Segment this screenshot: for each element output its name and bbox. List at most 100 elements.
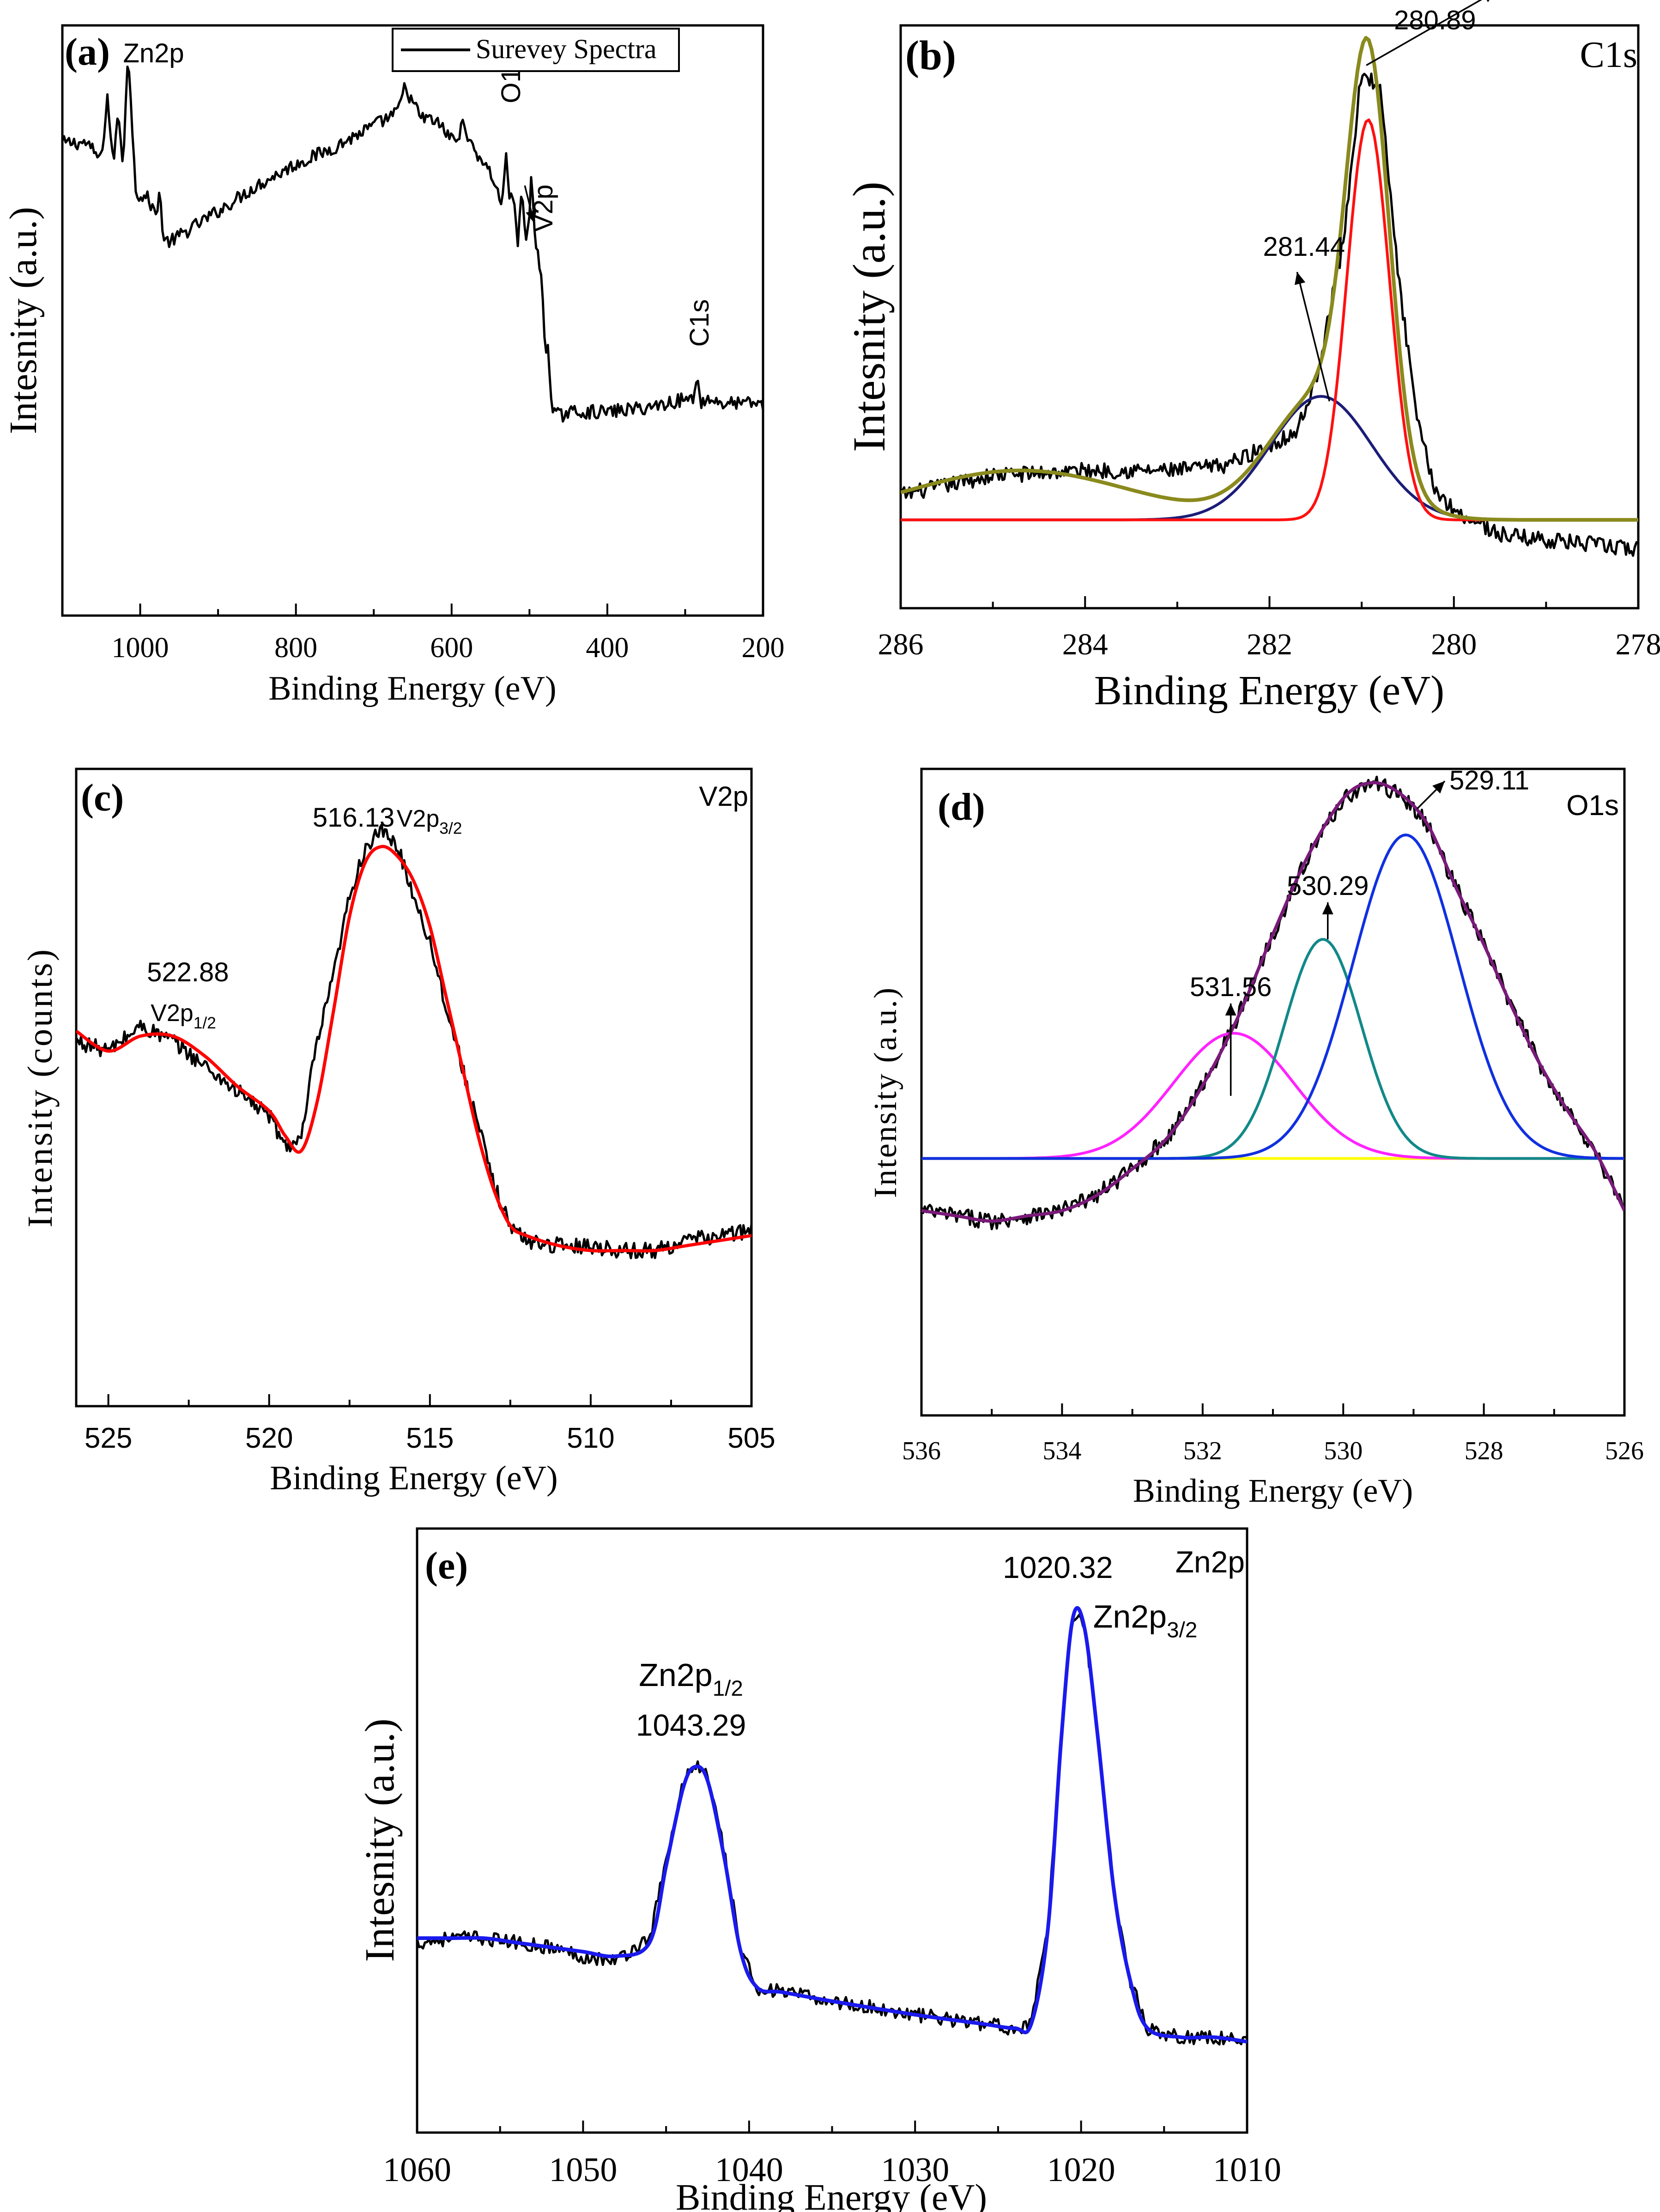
panel-c-label: (c) xyxy=(81,776,124,819)
panel-a-xtick-label: 600 xyxy=(430,632,473,664)
panel-e-xtick-label: 1020 xyxy=(1047,2151,1115,2189)
panel-e-subscript-label: Zn2p1/2 xyxy=(639,1657,743,1701)
panel-e-xtick-label: 1030 xyxy=(881,2151,949,2189)
panel-a-tick-layer: 1000 800 600 400 200 xyxy=(112,604,785,664)
panel-e-xtick-label: 1050 xyxy=(549,2151,617,2189)
panel-c-plot-area xyxy=(76,823,751,1259)
panel-d-xtick-label: 530 xyxy=(1324,1437,1363,1465)
panel-e-xtick-label: 1060 xyxy=(383,2151,451,2189)
panel-c-series-fit xyxy=(76,845,751,1253)
panel-c-v2p-spectrum: 525 520 515 510 505 516.13 522.88 V2p3/2 V2p1/2… xyxy=(21,768,775,1497)
panel-c-region-label: V2p xyxy=(699,781,748,812)
panel-b-xtick-label: 278 xyxy=(1616,628,1660,661)
panel-e-series-fit xyxy=(417,1606,1247,2044)
panel-c-subscript-label: V2p3/2 xyxy=(397,805,462,838)
panel-a-label: (a) xyxy=(65,30,110,73)
panel-b-plot-area xyxy=(901,36,1638,557)
panel-b-xtick-label: 284 xyxy=(1062,628,1108,661)
panel-c-xtick-label: 510 xyxy=(567,1422,614,1454)
panel-d-xtick-label: 528 xyxy=(1465,1437,1503,1465)
panel-e-series-layer xyxy=(417,1606,1247,2046)
panel-a-xlabel: Binding Energy (eV) xyxy=(268,670,556,707)
panel-d-plot-area xyxy=(921,775,1624,1231)
panel-e-subscript-label: Zn2p3/2 xyxy=(1093,1598,1198,1642)
panel-d-xtick-label: 526 xyxy=(1605,1437,1644,1465)
panel-b-annotation-label: 280.89 xyxy=(1394,5,1476,35)
panel-a-annotation-arrowhead xyxy=(526,210,537,223)
panel-b-series-envelope xyxy=(901,36,1638,522)
panel-b-ylabel: Intesnity (a.u.) xyxy=(843,181,895,452)
panel-d-label: (d) xyxy=(938,786,985,828)
panel-d-ylabel: Intensity (a.u.) xyxy=(868,986,903,1198)
panel-c-plot-frame xyxy=(75,768,753,1408)
panel-c-series-layer xyxy=(76,823,751,1259)
panel-e-zn2p-spectrum: 1060 1050 1040 1030 1020 1010 1020.32 1043.29 Z… xyxy=(357,1527,1281,2212)
panel-b-label: (b) xyxy=(905,33,956,79)
panel-e-xlabel: Binding Energy (eV) xyxy=(676,2177,987,2212)
panel-c-xtick-label: 520 xyxy=(245,1422,293,1454)
panel-a-annotation-label: C1s xyxy=(685,299,715,347)
panel-c-annotation-layer: 516.13 522.88 V2p3/2 V2p1/2 xyxy=(147,803,462,1032)
panel-c-xtick-label: 515 xyxy=(406,1422,454,1454)
panel-b-series-layer xyxy=(901,36,1638,557)
panel-c-annotation-label: 516.13 xyxy=(313,803,394,833)
panel-d-series-envelope xyxy=(921,781,1624,1223)
panel-a-annotation-label: V2p xyxy=(528,185,558,232)
panel-a-series-Surevey Spectra xyxy=(62,66,763,423)
panel-a-plot-frame xyxy=(61,24,764,617)
panel-d-annotation-layer: 529.11 530.29 531.56 xyxy=(1190,766,1529,1096)
panel-d-annotation-arrowhead xyxy=(1432,781,1445,794)
panel-b-region-label: C1s xyxy=(1580,35,1638,75)
panel-a-xtick-label: 200 xyxy=(742,632,785,664)
panel-d-annotation-arrowhead xyxy=(1225,1003,1236,1015)
panel-d-xtick-label: 534 xyxy=(1042,1437,1081,1465)
panel-e-annotation-label: 1020.32 xyxy=(1003,1550,1113,1584)
panel-d-series-layer xyxy=(921,775,1624,1231)
panel-b-xtick-label: 282 xyxy=(1247,628,1292,661)
panel-b-xtick-label: 280 xyxy=(1431,628,1477,661)
panel-d-annotation-arrowhead xyxy=(1322,902,1333,914)
panel-a-plot-area xyxy=(62,66,763,423)
panel-e-region-label: Zn2p xyxy=(1175,1545,1245,1579)
panel-d-annotation-label: 531.56 xyxy=(1190,972,1272,1002)
panel-b-tick-layer: 286 284 282 280 278 xyxy=(878,596,1660,661)
panel-d-tick-layer: 536 534 532 530 528 526 xyxy=(902,1403,1644,1465)
panel-b-annotation-arrowhead xyxy=(1294,272,1306,285)
panel-c-xtick-label: 525 xyxy=(85,1422,132,1454)
panel-a-xtick-label: 400 xyxy=(586,632,629,664)
panel-b-annotation-layer: 280.89 281.44 xyxy=(1263,0,1490,402)
panel-c-xtick-label: 505 xyxy=(727,1422,775,1454)
panel-d-region-label: O1s xyxy=(1566,790,1619,822)
panel-a-xtick-label: 1000 xyxy=(112,632,169,664)
panel-d-xtick-label: 536 xyxy=(902,1437,941,1465)
panel-e-label: (e) xyxy=(425,1544,468,1587)
panel-c-subscript-label: V2p1/2 xyxy=(151,1000,216,1032)
panel-e-ylabel: Intesnity (a.u.) xyxy=(357,1718,403,1962)
panel-b-c1s-spectrum: 286 284 282 280 278 280.89 281.44 (b) C1s Bin… xyxy=(843,0,1660,713)
panel-e-annotation-label: 1043.29 xyxy=(636,1708,746,1742)
panel-b-annotation-arrow xyxy=(1296,272,1330,402)
panel-d-o1s-spectrum: 536 534 532 530 528 526 529.11 530.29 531.56 (d… xyxy=(868,766,1644,1510)
panel-e-tick-layer: 1060 1050 1040 1030 1020 1010 xyxy=(383,2121,1281,2189)
panel-c-xlabel: Binding Energy (eV) xyxy=(270,1459,557,1497)
panel-d-xtick-label: 532 xyxy=(1183,1437,1222,1465)
panel-e-xtick-label: 1010 xyxy=(1213,2151,1281,2189)
panel-a-legend-label: Surevey Spectra xyxy=(476,34,657,64)
panel-b-annotation-arrowhead xyxy=(1486,0,1490,2)
panel-c-ylabel: Intensity (counts) xyxy=(21,948,60,1227)
panel-a-series-layer xyxy=(62,66,763,423)
panel-a-xtick-label: 800 xyxy=(274,632,317,664)
panel-c-annotation-label: 522.88 xyxy=(147,957,229,987)
panel-d-series-peak-529.11 xyxy=(921,834,1624,1160)
panel-a-annotation-label: Zn2p xyxy=(123,38,184,68)
panel-b-annotation-label: 281.44 xyxy=(1263,232,1345,262)
panel-d-annotation-label: 529.11 xyxy=(1449,766,1529,796)
panel-a-ylabel: Intesnity (a.u.) xyxy=(2,207,45,434)
panel-d-xlabel: Binding Energy (eV) xyxy=(1133,1472,1413,1509)
panel-e-annotation-layer: 1020.32 1043.29 Zn2p3/2 Zn2p1/2 xyxy=(636,1550,1198,1742)
panel-e-plot-area xyxy=(417,1606,1247,2046)
panel-e-xtick-label: 1040 xyxy=(715,2151,783,2189)
